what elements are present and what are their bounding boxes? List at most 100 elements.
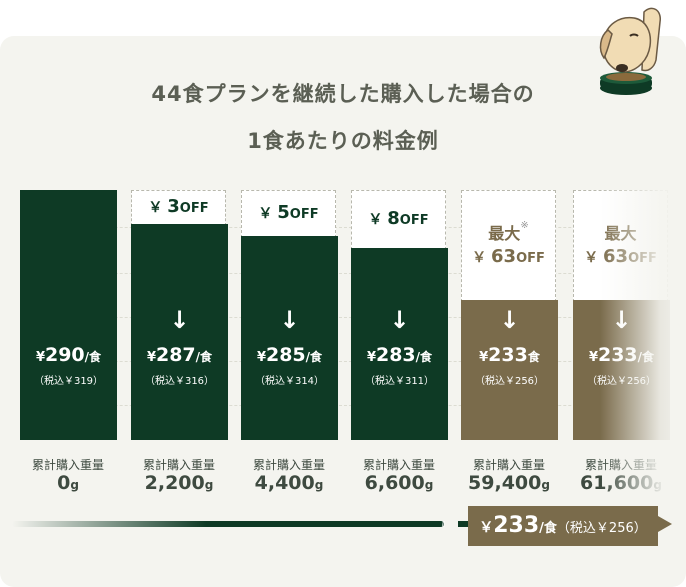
price-value: 285 (265, 344, 306, 366)
final-price: 233 (493, 513, 540, 538)
price-yen: ¥ (146, 350, 156, 365)
price-yen: ¥ (366, 350, 376, 365)
off-yen: ￥ (148, 200, 168, 216)
down-arrow-icon: ↓ (499, 306, 520, 334)
chart-title-line2: 1食あたりの料金例 (247, 129, 439, 153)
grid-line (20, 227, 656, 228)
price-bar (461, 300, 558, 440)
cumulative-unit: g (424, 478, 434, 492)
cumulative-label: 累計購入重量 (362, 458, 435, 472)
price-bar (241, 236, 338, 440)
price-yen: ¥ (256, 350, 266, 365)
timeline-bar-end (458, 521, 468, 527)
grid-line (20, 361, 656, 362)
final-yen: ￥ (479, 520, 494, 536)
price-unit: /食 (415, 350, 433, 364)
off-label: ￥ 3OFF (131, 196, 226, 217)
off-word: OFF (516, 251, 545, 266)
grid-line (20, 405, 656, 406)
cumulative-unit: g (314, 478, 324, 492)
cumulative-number: 6,600 (364, 472, 425, 494)
off-num: 3 (167, 196, 180, 217)
bar-column: ￥ 5OFF ↓ ¥285/食 （税込￥314） (241, 190, 338, 440)
chart-title-line1: 44食プランを継続した購入した場合の (151, 82, 535, 106)
price-label: ¥287/食 (131, 344, 228, 366)
final-arrow-icon (658, 516, 672, 532)
cumulative-value: 0g (8, 472, 128, 494)
final-tax: （税込￥256） (556, 521, 647, 536)
off-label: ￥ 63OFF (461, 246, 556, 267)
final-price-badge: ￥233/食（税込￥256） (468, 506, 658, 546)
price-value: 287 (155, 344, 196, 366)
price-bar (20, 190, 117, 440)
cumulative-value: 59,400g (449, 472, 569, 494)
price-value: 290 (44, 344, 85, 366)
cumulative-unit: g (204, 478, 214, 492)
price-bar (351, 248, 448, 440)
price-value: 233 (488, 344, 528, 366)
cumulative-number: 0 (57, 472, 71, 494)
tax-label: （税込￥311） (364, 376, 435, 387)
down-arrow-icon: ↓ (389, 306, 410, 334)
price-label: ¥290/食 (20, 344, 117, 366)
bar-column: ￥ 8OFF ↓ ¥283/食 （税込￥311） (351, 190, 448, 440)
off-num: 5 (277, 202, 290, 223)
tax-label: （税込￥316） (144, 376, 215, 387)
cumulative-number: 4,400 (254, 472, 315, 494)
final-unit: /食 (539, 521, 557, 536)
off-yen: ￥ (368, 212, 388, 228)
price-yen: ¥ (35, 350, 45, 365)
cumulative-number: 2,200 (144, 472, 205, 494)
price-value: 283 (375, 344, 416, 366)
cumulative-unit: g (541, 478, 550, 492)
off-num: 63 (491, 246, 517, 267)
dog-eating-icon (599, 7, 661, 95)
off-word: OFF (399, 213, 429, 228)
fade-overlay (600, 180, 686, 510)
off-box (461, 190, 556, 302)
price-bar (131, 224, 228, 440)
price-label: ¥285/食 (241, 344, 338, 366)
price-unit: /食 (84, 350, 102, 364)
asterisk-mark: ※ (520, 220, 529, 231)
down-arrow-icon: ↓ (279, 306, 300, 334)
cumulative-number: 59,400 (468, 472, 542, 494)
cumulative-value: 2,200g (119, 472, 239, 494)
off-yen: ￥ (258, 206, 278, 222)
off-label: ￥ 5OFF (241, 202, 336, 223)
cumulative-value: 6,600g (339, 472, 459, 494)
grid-line (20, 273, 656, 274)
cumulative-label: 累計購入重量 (31, 458, 104, 472)
off-word: OFF (179, 201, 209, 216)
bar-column: ¥290/食 （税込￥319） (20, 190, 117, 440)
off-word: OFF (289, 207, 319, 222)
down-arrow-icon: ↓ (169, 306, 190, 334)
timeline-break-icon (442, 520, 445, 528)
price-unit: /食 (305, 350, 323, 364)
tax-label: （税込￥314） (254, 376, 325, 387)
cumulative-label: 累計購入重量 (142, 458, 215, 472)
timeline-gradient-bar (12, 521, 444, 527)
cumulative-unit: g (70, 478, 79, 492)
price-yen: ¥ (588, 350, 598, 365)
cumulative-value: 4,400g (229, 472, 349, 494)
off-box (351, 190, 446, 250)
tax-label: （税込￥319） (33, 376, 104, 387)
bar-column: ￥ 3OFF ↓ ¥287/食 （税込￥316） (131, 190, 228, 440)
max-label: 最大※ (461, 220, 556, 244)
price-yen: ¥ (479, 350, 489, 365)
cumulative-label: 累計購入重量 (252, 458, 325, 472)
bar-column: 最大※ ￥ 63OFF ↓ ¥233食 （税込￥256） (461, 190, 558, 440)
grid-line (20, 317, 656, 318)
price-unit: /食 (195, 350, 213, 364)
price-label: ¥283/食 (351, 344, 448, 366)
price-unit: 食 (527, 350, 540, 364)
price-label: ¥233食 (461, 344, 558, 366)
off-yen: ￥ (584, 250, 603, 266)
cumulative-label: 累計購入重量 (472, 458, 545, 472)
max-text: 最大 (488, 224, 521, 243)
off-num: 8 (387, 208, 400, 229)
tax-label: （税込￥256） (474, 376, 545, 387)
off-label: ￥ 8OFF (351, 208, 446, 229)
off-yen: ￥ (472, 250, 491, 266)
